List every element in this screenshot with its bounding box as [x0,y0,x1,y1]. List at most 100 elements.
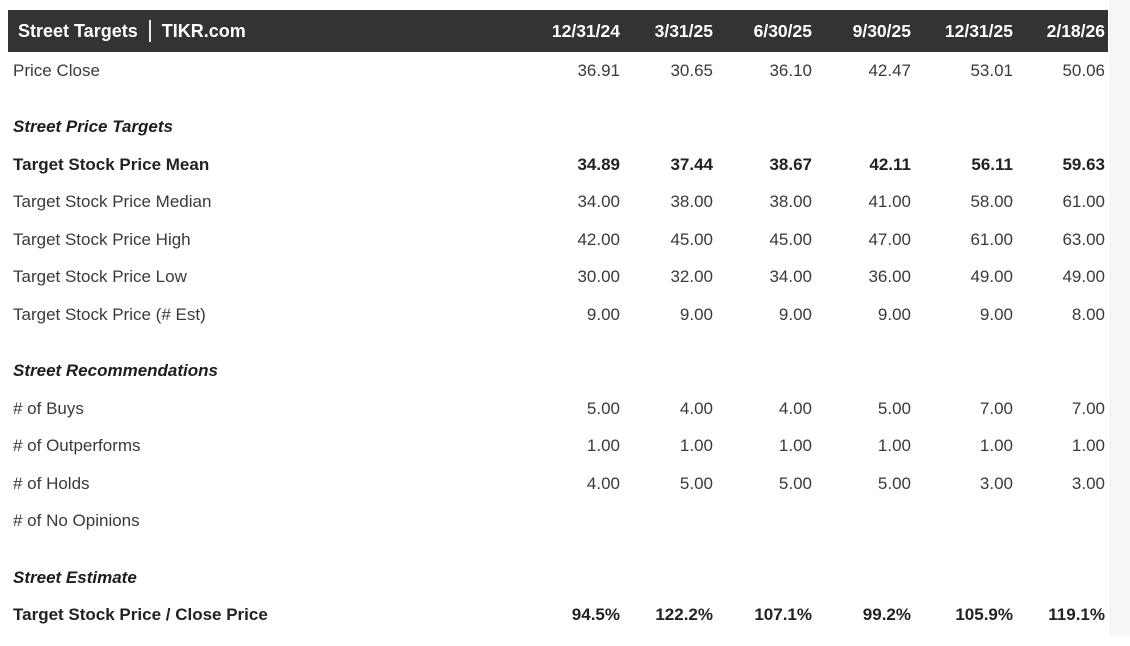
cell: 105.9% [955,605,1013,625]
spacer-row [8,540,1108,559]
cell: 50.06 [1062,60,1105,80]
cell: 1.00 [778,436,812,456]
section-header-street-price-targets: Street Price Targets [8,109,1108,147]
cell [713,503,812,541]
cell: 34.00 [769,267,812,287]
cell: 5.00 [778,473,812,493]
table-row-num-no-opinions: # of No Opinions [8,503,1108,541]
row-label: Price Close [13,60,100,80]
cell: 36.91 [577,60,620,80]
cell: 94.5% [571,605,620,625]
cell: 30.00 [577,267,620,287]
row-label: # of Outperforms [13,436,141,456]
cell: 5.00 [877,473,911,493]
cell [911,503,1013,541]
table-row-target-high: Target Stock Price High 42.00 45.00 45.0… [8,221,1108,259]
cell: 9.00 [586,304,620,324]
section-header-street-estimate: Street Estimate [8,559,1108,597]
cell: 1.00 [679,436,713,456]
cell: 38.00 [670,192,713,212]
cell: 53.01 [970,60,1013,80]
row-label: Target Stock Price Low [13,267,187,287]
cell: 61.00 [970,229,1013,249]
cell: 4.00 [679,398,713,418]
table-title-cell: Street Targets TIKR.com [8,10,508,52]
row-label: Target Stock Price / Close Price [13,605,268,625]
cell: 3.00 [979,473,1013,493]
table-row-price-close: Price Close 36.91 30.65 36.10 42.47 53.0… [8,52,1108,90]
cell: 9.00 [877,304,911,324]
row-label: Target Stock Price (# Est) [13,304,206,324]
section-header-label: Street Estimate [13,567,137,587]
column-header-date: 3/31/25 [620,10,713,52]
cell: 32.00 [670,267,713,287]
cell: 56.11 [971,154,1013,174]
section-header-label: Street Recommendations [13,361,218,381]
section-header-street-recommendations: Street Recommendations [8,353,1108,391]
cell: 42.47 [868,60,911,80]
cell: 7.00 [979,398,1013,418]
cell: 9.00 [679,304,713,324]
table-row-target-vs-close: Target Stock Price / Close Price 94.5% 1… [8,597,1108,635]
cell [812,503,911,541]
section-header-label: Street Price Targets [13,117,173,137]
title-separator [148,20,151,42]
cell: 9.00 [778,304,812,324]
cell: 45.00 [670,229,713,249]
cell: 41.00 [868,192,911,212]
cell: 1.00 [877,436,911,456]
cell: 7.00 [1071,398,1105,418]
cell: 36.10 [769,60,812,80]
row-label: Target Stock Price Median [13,192,212,212]
cell: 59.63 [1062,154,1105,174]
spacer-row [8,90,1108,109]
cell: 38.00 [769,192,812,212]
cell [1013,503,1108,541]
cell: 4.00 [586,473,620,493]
cell: 1.00 [586,436,620,456]
cell: 30.65 [670,60,713,80]
cell: 5.00 [877,398,911,418]
cell: 61.00 [1062,192,1105,212]
cell: 49.00 [970,267,1013,287]
cell: 47.00 [868,229,911,249]
cell: 63.00 [1062,229,1105,249]
cell: 1.00 [979,436,1013,456]
table-row-target-num-est: Target Stock Price (# Est) 9.00 9.00 9.0… [8,296,1108,334]
cell: 8.00 [1071,304,1105,324]
cell: 34.00 [577,192,620,212]
cell: 99.2% [862,605,911,625]
cell: 4.00 [778,398,812,418]
cell: 58.00 [970,192,1013,212]
table-row-target-median: Target Stock Price Median 34.00 38.00 38… [8,184,1108,222]
cell: 45.00 [769,229,812,249]
table-row-num-holds: # of Holds 4.00 5.00 5.00 5.00 3.00 3.00 [8,465,1108,503]
cell: 122.2% [655,605,713,625]
row-label: # of Holds [13,473,90,493]
cell: 37.44 [670,154,713,174]
street-targets-table: Street Targets TIKR.com 12/31/24 3/31/25… [8,10,1108,634]
cell: 38.67 [769,154,812,174]
cell: 3.00 [1071,473,1105,493]
column-header-date: 2/18/26 [1013,10,1108,52]
table-row-target-mean: Target Stock Price Mean 34.89 37.44 38.6… [8,146,1108,184]
cell: 34.89 [577,154,620,174]
row-label: # of No Opinions [13,511,140,531]
brand-name: TIKR.com [161,20,246,41]
table-row-target-low: Target Stock Price Low 30.00 32.00 34.00… [8,259,1108,297]
cell: 119.1% [1048,605,1105,625]
cell [508,503,620,541]
cell: 5.00 [586,398,620,418]
cell [620,503,713,541]
spacer-row [8,334,1108,353]
report-title: Street Targets [18,20,138,41]
table-row-num-outperforms: # of Outperforms 1.00 1.00 1.00 1.00 1.0… [8,428,1108,466]
vertical-scrollbar-track[interactable] [1110,0,1130,636]
cell: 1.00 [1071,436,1105,456]
cell: 49.00 [1062,267,1105,287]
cell: 42.00 [577,229,620,249]
cell: 107.1% [754,605,812,625]
column-header-date: 12/31/24 [508,10,620,52]
row-label: # of Buys [13,398,84,418]
